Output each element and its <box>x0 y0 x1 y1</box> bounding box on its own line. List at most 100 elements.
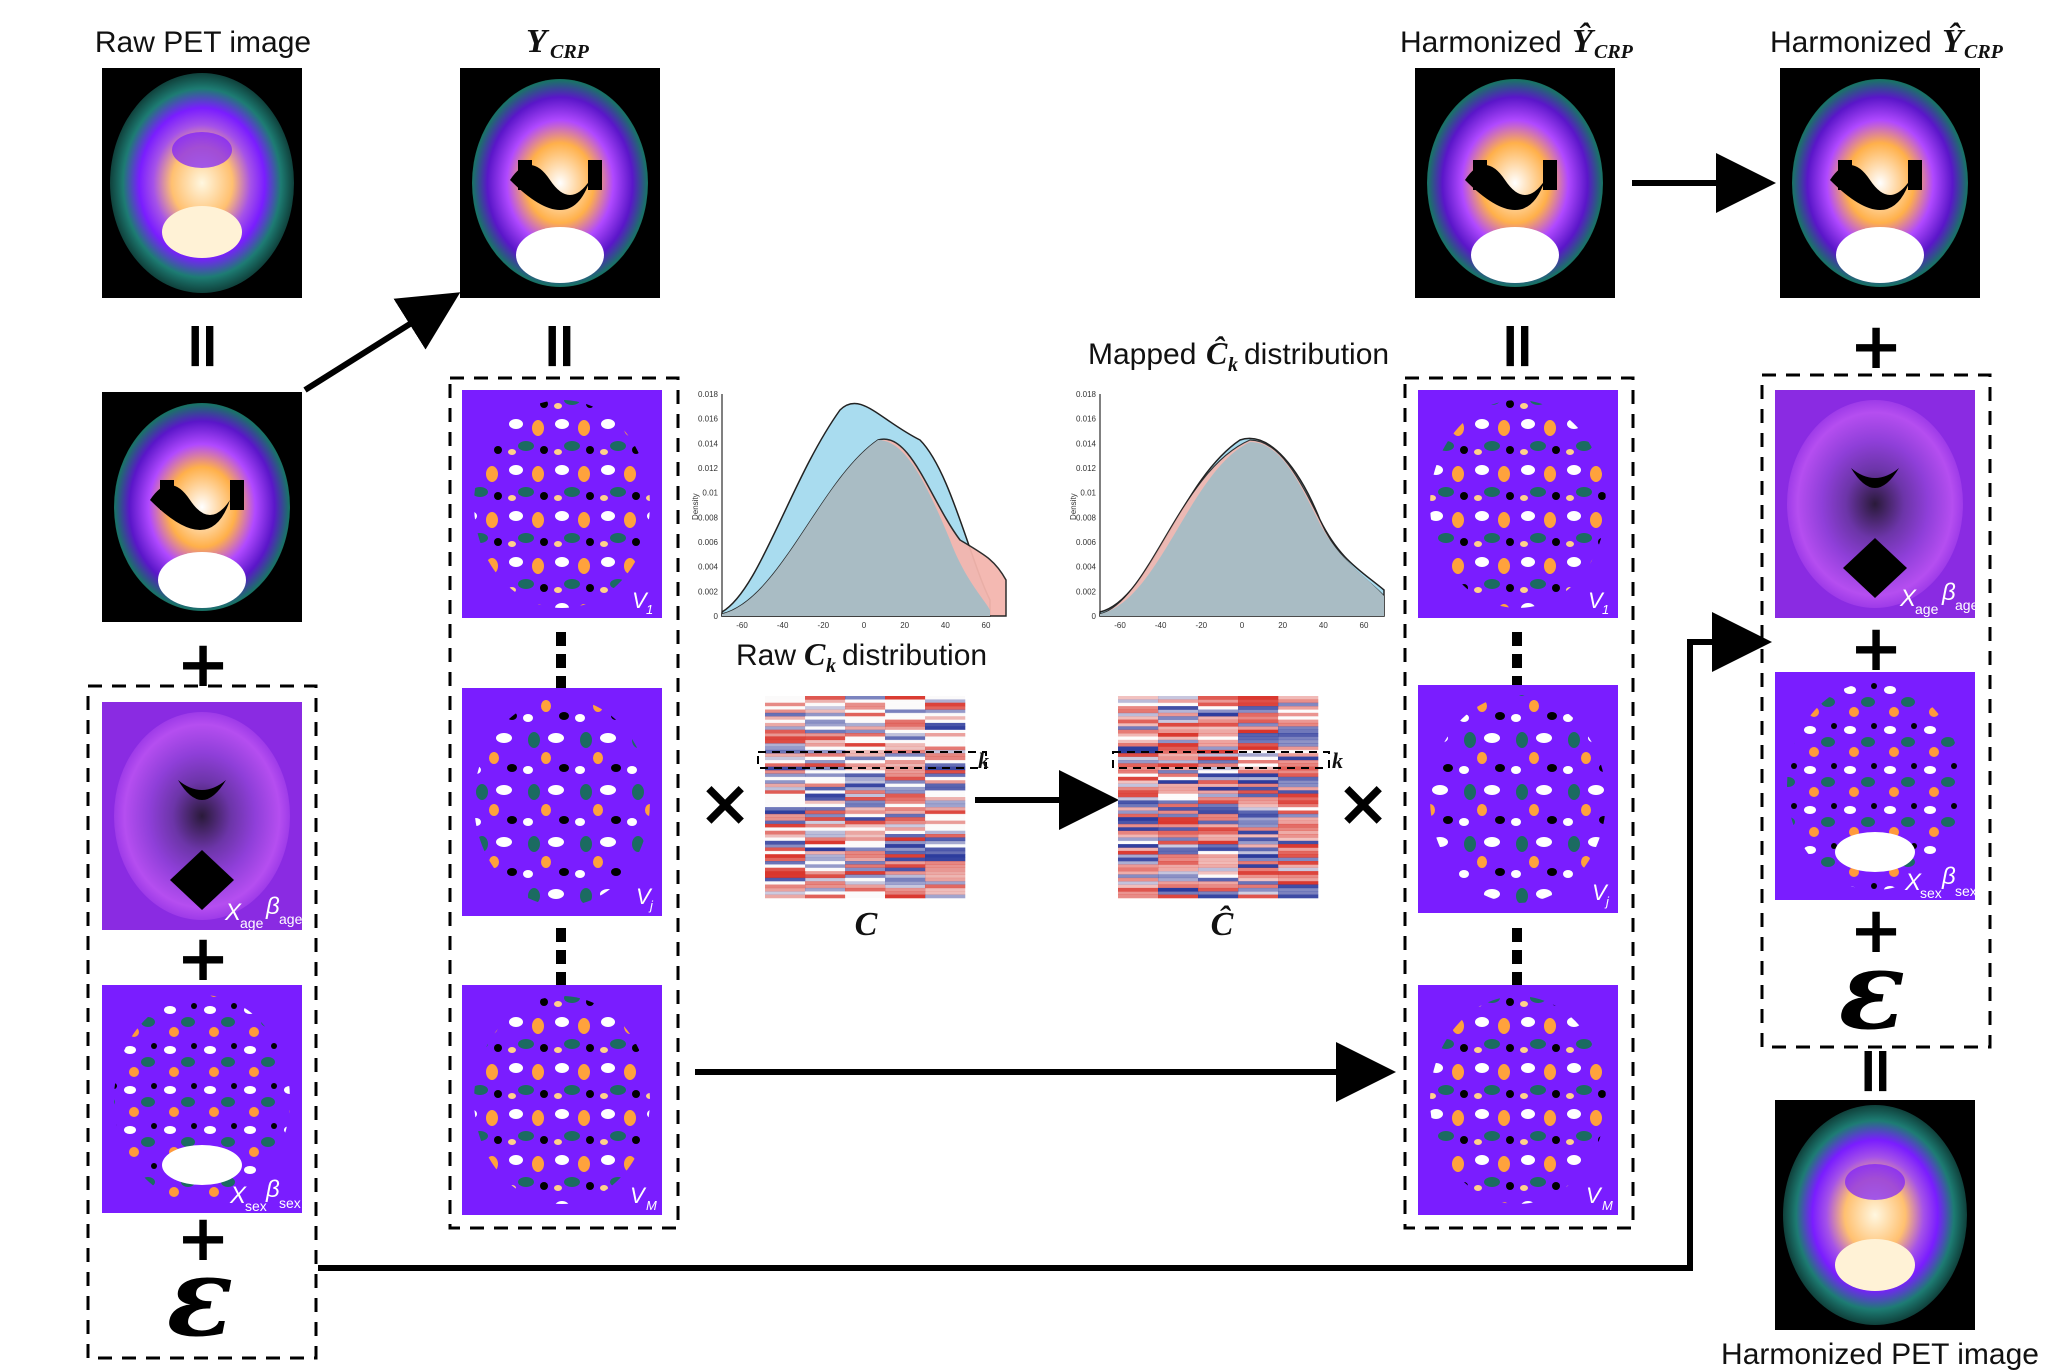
svg-text:V: V <box>630 1183 647 1208</box>
raw-pet-image <box>102 68 302 298</box>
svg-text:Raw: Raw <box>736 639 796 672</box>
vm-label-left: V M <box>630 1183 657 1213</box>
svg-text:β: β <box>1941 863 1956 890</box>
svg-text:V: V <box>636 884 653 909</box>
harmonized-y-image-2 <box>1780 68 1980 298</box>
density-xtick: -60 <box>1114 621 1126 630</box>
density-xtick: -20 <box>1196 621 1208 630</box>
svg-text:k: k <box>1228 354 1238 376</box>
harmonized-y-title-2: Harmonized Ŷ CRP <box>1770 22 2004 63</box>
svg-text:Y: Y <box>526 23 550 60</box>
svg-text:CRP: CRP <box>1594 41 1634 63</box>
v1-image-left <box>462 390 662 618</box>
svg-text:Ĉ: Ĉ <box>1206 335 1228 371</box>
mapped-ck-caption: Mapped Ĉ k distribution <box>1088 335 1389 376</box>
density-ytick: 0.012 <box>698 464 719 473</box>
times-sign-left: × <box>698 767 752 841</box>
raw-crp-image <box>102 392 302 622</box>
dots-right-lower <box>1512 928 1522 986</box>
row-k-label-left: k <box>978 748 989 773</box>
svg-text:1: 1 <box>646 602 653 617</box>
age-effect-image-left <box>102 702 302 930</box>
density-xtick: 20 <box>900 621 909 630</box>
density-ytick: 0 <box>714 612 719 621</box>
harmonized-pet-image <box>1775 1100 1975 1330</box>
matrix-c-label: C <box>855 906 878 943</box>
density-xtick: -60 <box>736 621 748 630</box>
svg-text:M: M <box>1602 1198 1613 1213</box>
raw-density-ylabel: Density <box>691 493 700 520</box>
sex-effect-label-right: X sex β sex <box>1904 863 1977 901</box>
density-ytick: 0.018 <box>1076 390 1097 399</box>
matrix-c <box>757 696 987 899</box>
sex-effect-label-left: X sex β sex <box>229 1176 301 1214</box>
dots-right-upper <box>1512 632 1522 690</box>
plus-sign-2: + <box>176 922 230 996</box>
density-ytick: 0.008 <box>1076 513 1097 522</box>
sex-effect-image-left <box>102 985 302 1213</box>
svg-text:Harmonized: Harmonized <box>1400 26 1562 59</box>
density-ytick: 0.004 <box>698 563 719 572</box>
density-ytick: 0.014 <box>1076 439 1097 448</box>
density-xtick: -40 <box>777 621 789 630</box>
vm-label-right: V M <box>1586 1183 1613 1213</box>
covariate-box-left <box>86 684 318 1360</box>
svg-text:Ŷ: Ŷ <box>1942 22 1966 60</box>
density-xtick: 0 <box>862 621 867 630</box>
svg-text:age: age <box>1915 601 1939 617</box>
harmonized-y-image-1 <box>1415 68 1615 298</box>
svg-text:age: age <box>1955 597 1979 613</box>
covariate-box-right <box>1760 373 1992 1049</box>
vm-image-right <box>1418 985 1618 1215</box>
v1-image-right <box>1418 390 1618 618</box>
dots-left-upper <box>556 632 566 690</box>
density-xtick: 20 <box>1278 621 1287 630</box>
density-xtick: -20 <box>818 621 830 630</box>
density-ytick: 0.004 <box>1076 563 1097 572</box>
svg-text:Harmonized: Harmonized <box>1770 26 1932 59</box>
svg-text:age: age <box>240 915 264 931</box>
density-ytick: 0.016 <box>1076 415 1097 424</box>
density-ytick: 0.018 <box>698 390 719 399</box>
svg-text:V: V <box>1588 588 1605 613</box>
density-ytick: 0 <box>1092 612 1097 621</box>
density-xtick: 40 <box>1319 621 1328 630</box>
raw-density-chart: Density 0.018 0.016 0.014 0.012 0.01 0.008 0.0… <box>691 390 1007 630</box>
equals-sign-3: = <box>1481 319 1555 373</box>
svg-text:CRP: CRP <box>1964 41 2004 63</box>
svg-text:M: M <box>646 1198 657 1213</box>
svg-text:X: X <box>1899 585 1917 612</box>
matrix-c-hat-label: Ĉ <box>1211 905 1234 943</box>
equals-sign-1: = <box>166 319 240 373</box>
plus-sign-3: + <box>176 1202 230 1276</box>
arrow-epsilon-route <box>318 612 1772 1271</box>
plus-sign-6: + <box>1849 894 1903 968</box>
svg-text:j: j <box>1604 894 1610 909</box>
svg-text:age: age <box>279 911 303 927</box>
v1-label-left: V 1 <box>632 588 653 617</box>
svg-text:sex: sex <box>1920 885 1942 901</box>
density-ytick: 0.002 <box>698 587 719 596</box>
density-ytick: 0.006 <box>1076 538 1097 547</box>
svg-text:sex: sex <box>245 1198 267 1214</box>
svg-text:β: β <box>265 893 280 920</box>
vj-label-right: V j <box>1592 880 1610 909</box>
density-ytick: 0.016 <box>698 415 719 424</box>
svg-text:Mapped: Mapped <box>1088 338 1196 371</box>
svg-text:C: C <box>804 636 826 672</box>
harmonized-y-title-1: Harmonized Ŷ CRP <box>1400 22 1634 63</box>
svg-text:β: β <box>265 1176 280 1203</box>
sex-effect-image-right <box>1775 672 1975 900</box>
plus-sign-4: + <box>1849 310 1903 384</box>
svg-text:sex: sex <box>279 1195 301 1211</box>
vm-image-left <box>462 985 662 1215</box>
svg-text:distribution: distribution <box>1244 338 1389 371</box>
components-box-right <box>1403 376 1635 1230</box>
age-effect-label-right: X age β age <box>1899 579 1979 617</box>
vj-label-left: V j <box>636 884 654 913</box>
v1-label-right: V 1 <box>1588 588 1609 617</box>
svg-text:sex: sex <box>1955 883 1977 899</box>
epsilon-right: ε <box>1839 925 1906 1054</box>
svg-text:Ŷ: Ŷ <box>1572 22 1596 60</box>
